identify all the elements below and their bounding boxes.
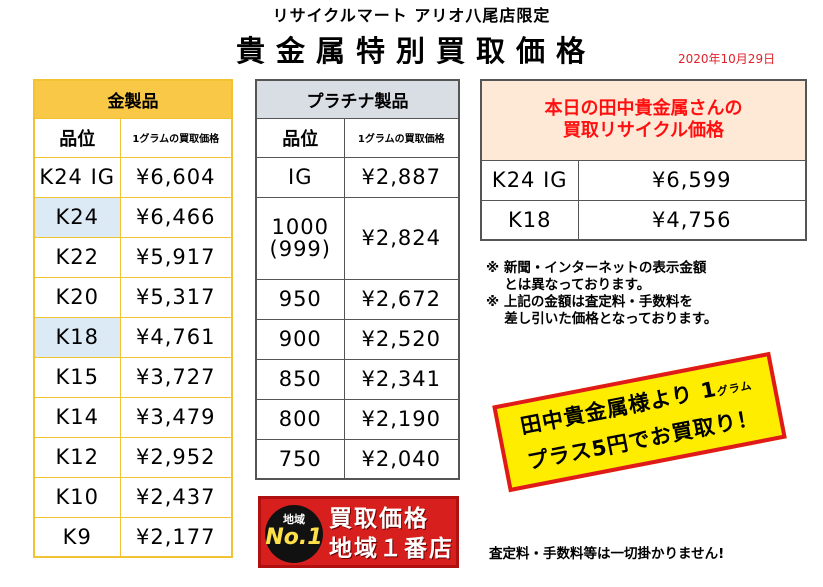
table-row: K18 ¥4,756	[480, 199, 807, 241]
platinum-header: プラチナ製品	[255, 79, 460, 119]
price-cell: ¥2,520	[343, 318, 460, 360]
price-cell: ¥6,604	[119, 156, 233, 198]
gold-col-price: 1グラムの買取価格	[119, 117, 233, 158]
grade-cell: 750	[255, 438, 345, 480]
price-cell: ¥2,887	[343, 156, 460, 198]
price-cell: ¥2,437	[119, 476, 233, 518]
platinum-col-price: 1グラムの買取価格	[343, 117, 460, 158]
footer-note: 査定料・手数料等は一切掛かりません!	[489, 546, 725, 562]
tanaka-title-line1: 本日の田中貴金属さんの	[544, 98, 743, 120]
table-row: K14 ¥3,479	[33, 396, 233, 438]
badge-line2: 地域１番店	[329, 536, 454, 562]
price-cell: ¥2,190	[343, 398, 460, 440]
table-row: K9 ¥2,177	[33, 516, 233, 558]
date-label: 2020年10月29日	[678, 52, 776, 66]
grade-cell: K9	[33, 516, 121, 558]
grade-cell: K10	[33, 476, 121, 518]
promo-unit: グラム	[715, 378, 754, 399]
no1-badge: 地域 No.1 買取価格 地域１番店	[258, 496, 459, 568]
grade-line2: (999)	[269, 237, 331, 261]
platinum-price-table: プラチナ製品 品位 1グラムの買取価格 IG ¥2,887 1000 (999) …	[255, 79, 460, 480]
notes: ※ 新聞・インターネットの表示金額 とは異なっております。 ※ 上記の金額は査定…	[486, 260, 717, 328]
grade-cell: K14	[33, 396, 121, 438]
price-cell: ¥2,341	[343, 358, 460, 400]
grade-cell: K24	[33, 196, 121, 238]
grade-cell: K18	[33, 316, 121, 358]
grade-cell: 950	[255, 278, 345, 320]
note-line: ※ 新聞・インターネットの表示金額	[486, 260, 707, 276]
gold-price-table: 金製品 品位 1グラムの買取価格 K24 IG ¥6,604 K24 ¥6,466 …	[33, 79, 233, 558]
grade-cell: K22	[33, 236, 121, 278]
grade-cell: K20	[33, 276, 121, 318]
grade-cell: 850	[255, 358, 345, 400]
table-row: 800 ¥2,190	[255, 398, 460, 440]
grade-cell: IG	[255, 156, 345, 198]
price-cell: ¥5,317	[119, 276, 233, 318]
grade-line1: 1000	[271, 215, 329, 239]
table-row: K10 ¥2,437	[33, 476, 233, 518]
badge-line1: 買取価格	[329, 506, 429, 532]
table-row: K22 ¥5,917	[33, 236, 233, 278]
table-row: K24 IG ¥6,599	[480, 159, 807, 201]
badge-no1: No.1	[265, 525, 323, 550]
grade-cell: 800	[255, 398, 345, 440]
price-cell: ¥2,824	[343, 196, 460, 280]
tanaka-title: 本日の田中貴金属さんの 買取リサイクル価格	[480, 79, 807, 161]
table-row: 950 ¥2,672	[255, 278, 460, 320]
table-row: K24 IG ¥6,604	[33, 156, 233, 198]
table-row: 900 ¥2,520	[255, 318, 460, 360]
tanaka-price-table: 本日の田中貴金属さんの 買取リサイクル価格 K24 IG ¥6,599 K18 ¥4…	[480, 79, 807, 241]
badge-area: 地域	[283, 513, 305, 526]
table-row: K12 ¥2,952	[33, 436, 233, 478]
note-line: 差し引いた価格となっております。	[486, 311, 718, 327]
table-row: K18 ¥4,761	[33, 316, 233, 358]
promo-banner: 田中貴金属様より 1グラム プラス5円でお買取り！	[492, 351, 787, 493]
grade-cell: K15	[33, 356, 121, 398]
table-row: K15 ¥3,727	[33, 356, 233, 398]
page-title: 貴金属特別買取価格	[236, 34, 597, 68]
tanaka-title-line2: 買取リサイクル価格	[562, 120, 725, 142]
grade-cell: 900	[255, 318, 345, 360]
gold-col-name: 品位	[33, 117, 121, 158]
price-cell: ¥5,917	[119, 236, 233, 278]
price-cell: ¥2,040	[343, 438, 460, 480]
price-cell: ¥6,466	[119, 196, 233, 238]
note-line: ※ 上記の金額は査定料・手数料を	[486, 294, 693, 310]
grade-cell: K24 IG	[480, 159, 579, 201]
price-cell: ¥4,761	[119, 316, 233, 358]
platinum-col-name: 品位	[255, 117, 345, 158]
grade-cell: K24 IG	[33, 156, 121, 198]
table-row: 750 ¥2,040	[255, 438, 460, 480]
gold-header: 金製品	[33, 79, 233, 119]
price-cell: ¥3,727	[119, 356, 233, 398]
grade-cell: 1000 (999)	[255, 196, 345, 280]
price-cell: ¥2,177	[119, 516, 233, 558]
table-row: K20 ¥5,317	[33, 276, 233, 318]
note-line: とは異なっております。	[486, 277, 651, 293]
table-row: IG ¥2,887	[255, 156, 460, 198]
price-cell: ¥6,599	[577, 159, 807, 201]
price-cell: ¥2,952	[119, 436, 233, 478]
price-cell: ¥2,672	[343, 278, 460, 320]
table-row: K24 ¥6,466	[33, 196, 233, 238]
price-cell: ¥3,479	[119, 396, 233, 438]
store-subtitle: リサイクルマート アリオ八尾店限定	[272, 6, 551, 25]
price-cell: ¥4,756	[577, 199, 807, 241]
table-row: 1000 (999) ¥2,824	[255, 196, 460, 280]
grade-cell: K18	[480, 199, 579, 241]
grade-cell: K12	[33, 436, 121, 478]
table-row: 850 ¥2,341	[255, 358, 460, 400]
no1-emblem: 地域 No.1	[265, 505, 323, 563]
